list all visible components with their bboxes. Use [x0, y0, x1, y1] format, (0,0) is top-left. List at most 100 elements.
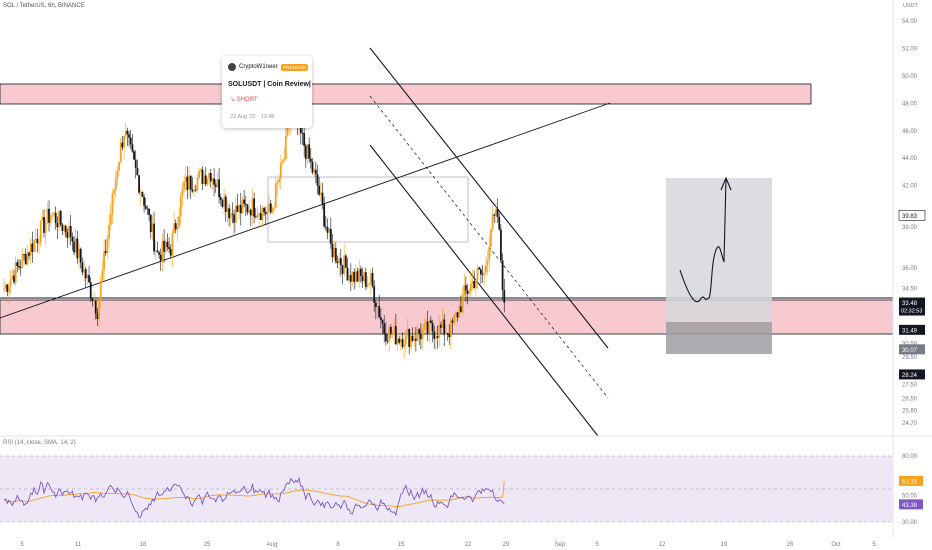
candle-body — [434, 336, 437, 339]
candle-body — [38, 242, 40, 244]
candle-body — [349, 274, 352, 282]
candle-body — [33, 240, 35, 253]
candle-body — [495, 209, 497, 216]
candle-body — [239, 204, 242, 214]
candle-body — [256, 215, 259, 218]
candle-body — [148, 209, 150, 215]
candle-body — [199, 169, 202, 171]
candle-body — [273, 207, 276, 209]
candle-body — [129, 137, 132, 145]
resistance-zone[interactable] — [0, 83, 812, 105]
candle-body — [233, 214, 236, 223]
candle-body — [363, 272, 366, 282]
candle-body — [244, 203, 247, 205]
candle-body — [116, 170, 119, 179]
candle-body — [408, 328, 411, 347]
candle-body — [269, 203, 272, 213]
candle-body — [268, 203, 271, 212]
candle-body — [104, 251, 107, 253]
price-tick-label: 46.00 — [902, 129, 918, 135]
candle-body — [423, 323, 426, 330]
candle-body — [51, 213, 54, 215]
rsi-value-badge — [899, 475, 923, 486]
candle-body — [126, 130, 129, 135]
candle-body — [144, 205, 147, 209]
rising-trendline[interactable] — [0, 102, 611, 319]
candle-body — [99, 281, 102, 300]
candle-body — [314, 169, 317, 175]
price-badge-text: 30.07 — [902, 348, 918, 354]
projection-box-upper[interactable] — [666, 178, 772, 322]
time-tick-label: 18 — [140, 542, 147, 548]
candle-body — [471, 281, 474, 284]
rsi-value-badge — [899, 499, 923, 510]
candle-body — [448, 333, 451, 338]
candle-body — [134, 159, 137, 168]
candle-body — [59, 210, 62, 225]
projection-arrow-icon — [720, 176, 732, 191]
range-box[interactable] — [267, 176, 469, 243]
candle-body — [88, 275, 90, 283]
candle-body — [493, 214, 496, 216]
candle-body — [416, 329, 419, 341]
candle-body — [54, 212, 57, 224]
candle-body — [401, 338, 404, 347]
price-tick-label: 52.00 — [902, 46, 918, 52]
candle-body — [168, 247, 170, 249]
time-axis[interactable]: 5 11 18 25 Aug 8 15 22 29 Sep 5 12 19 26 Oct 5 — [20, 542, 876, 548]
candle-body — [436, 336, 439, 338]
candle-body — [336, 261, 339, 264]
author-name[interactable]: CryptoW1neer — [239, 64, 278, 70]
time-tick-label: Aug — [267, 542, 278, 548]
candle-body — [454, 312, 457, 315]
candle-body — [184, 176, 187, 183]
candle-body — [43, 217, 45, 233]
candle-body — [386, 340, 389, 342]
candle-body — [358, 268, 361, 282]
candle-body — [248, 209, 251, 213]
currency-label: USDT — [903, 3, 918, 9]
rsi-tick-label: 50.00 — [902, 494, 918, 500]
candle-body — [500, 229, 502, 261]
candle-body — [503, 289, 506, 303]
price-axis[interactable]: 54.00 52.00 50.00 48.00 46.00 44.00 42.00 39.00… — [902, 19, 918, 427]
projected-path[interactable] — [679, 177, 727, 303]
candle-body — [451, 320, 454, 323]
candle-body — [496, 209, 499, 217]
candle-body — [24, 254, 27, 265]
candle-body — [194, 189, 197, 191]
candle-body — [381, 319, 384, 324]
candle-body — [211, 178, 214, 182]
candle-body — [26, 252, 29, 265]
channel-upper-line[interactable] — [369, 47, 609, 349]
candle-body — [66, 232, 69, 238]
candle-body — [498, 216, 501, 230]
candle-body — [234, 205, 237, 223]
candle-body — [356, 271, 359, 282]
candle-body — [14, 262, 17, 283]
candle-body — [223, 196, 226, 207]
candle-body — [63, 225, 65, 231]
candle-body — [21, 254, 24, 268]
candle-body — [485, 265, 487, 273]
idea-title[interactable]: SOLUSDT | Coin Review| — [228, 81, 311, 88]
candle-body — [139, 191, 142, 193]
candle-body — [326, 227, 329, 233]
candle-body — [338, 258, 341, 264]
candle-body — [263, 208, 266, 213]
price-badge — [899, 369, 925, 380]
time-tick-label: 19 — [721, 542, 728, 548]
projection-box-lower[interactable] — [666, 322, 772, 354]
idea-card[interactable]: CryptoW1neer PREMIUM SOLUSDT | Coin Revi… — [222, 56, 312, 128]
candle-body — [441, 319, 444, 328]
candle-body — [13, 275, 15, 283]
candle-body — [241, 199, 244, 214]
candle-body — [189, 175, 192, 190]
candle-body — [123, 135, 125, 148]
candle-body — [158, 252, 160, 255]
rsi-axis[interactable]: 80.00 50.00 30.00 — [902, 454, 918, 526]
candle-body — [488, 246, 491, 260]
channel-lower-line[interactable] — [369, 144, 599, 437]
candle-body — [258, 213, 261, 216]
